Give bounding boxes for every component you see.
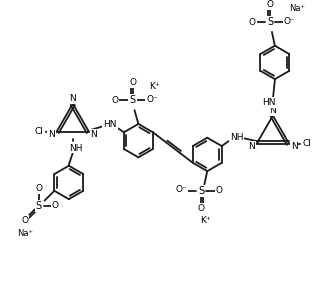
Text: S: S	[267, 17, 273, 27]
Text: N: N	[91, 130, 97, 139]
Text: Na⁺: Na⁺	[17, 229, 33, 238]
Text: HN: HN	[103, 120, 117, 129]
Text: O: O	[21, 216, 28, 225]
Text: NH: NH	[230, 133, 243, 142]
Text: K⁺: K⁺	[149, 82, 159, 91]
Text: O⁻: O⁻	[176, 185, 187, 194]
Text: O⁻: O⁻	[146, 95, 158, 104]
Text: O: O	[111, 96, 118, 105]
Text: O: O	[52, 201, 59, 210]
Text: HN: HN	[262, 98, 276, 107]
Text: O: O	[129, 78, 136, 87]
Text: S: S	[129, 95, 136, 105]
Text: O⁻: O⁻	[284, 16, 295, 26]
Text: O: O	[198, 204, 205, 213]
Text: O: O	[266, 0, 274, 9]
Text: N: N	[270, 106, 276, 115]
Text: K⁺: K⁺	[200, 216, 211, 225]
Text: O: O	[215, 186, 223, 195]
Text: Na⁺: Na⁺	[289, 4, 305, 13]
Text: S: S	[198, 186, 204, 196]
Text: N: N	[291, 142, 297, 151]
Text: NH: NH	[69, 143, 82, 152]
Text: Cl: Cl	[302, 139, 311, 148]
Text: N: N	[48, 130, 55, 139]
Text: N: N	[248, 142, 255, 151]
Text: N: N	[69, 94, 76, 103]
Text: S: S	[36, 201, 42, 211]
Text: Cl: Cl	[35, 127, 43, 136]
Text: O: O	[35, 184, 42, 193]
Text: O: O	[249, 18, 256, 27]
